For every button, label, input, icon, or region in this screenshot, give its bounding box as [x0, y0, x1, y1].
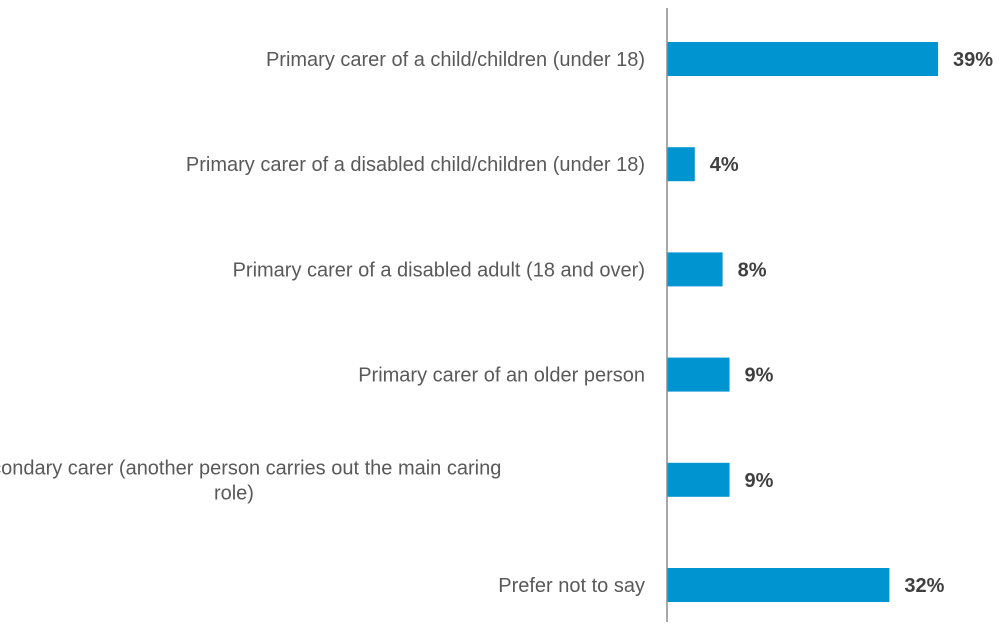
category-label-3: Primary carer of an older person [358, 365, 645, 387]
category-label-2: Primary carer of a disabled adult (18 an… [233, 259, 645, 281]
category-label-line: Primary carer of a child/children (under… [266, 49, 645, 71]
category-label-1: Primary carer of a disabled child/childr… [186, 154, 645, 176]
category-labels-group: Primary carer of a child/children (under… [0, 49, 645, 597]
category-label-line: Primary carer of an older person [358, 365, 645, 387]
bars-group [667, 42, 939, 602]
value-label-3: 9% [745, 365, 774, 387]
category-label-line: Primary carer of a disabled child/childr… [186, 154, 645, 176]
value-label-1: 4% [710, 154, 739, 176]
bar-5 [667, 568, 890, 602]
bar-2 [667, 252, 723, 287]
category-label-line: Secondary carer (another person carries … [0, 457, 501, 479]
value-labels-group: 39% 4% 8% 9% 9% 32% [710, 49, 993, 597]
bar-1 [667, 147, 695, 182]
category-label-4: Secondary carer (another person carries … [0, 457, 501, 504]
category-label-line: Prefer not to say [498, 575, 645, 597]
category-label-5: Prefer not to say [498, 575, 645, 597]
value-label-4: 9% [745, 470, 774, 492]
category-label-0: Primary carer of a child/children (under… [266, 49, 645, 71]
bar-4 [667, 462, 730, 497]
bar-3 [667, 357, 730, 392]
value-label-0: 39% [953, 49, 993, 71]
value-label-5: 32% [904, 575, 944, 597]
value-label-2: 8% [738, 259, 767, 281]
category-label-line: Primary carer of a disabled adult (18 an… [233, 259, 645, 281]
bar-0 [667, 42, 939, 76]
category-label-line: role) [214, 482, 254, 504]
